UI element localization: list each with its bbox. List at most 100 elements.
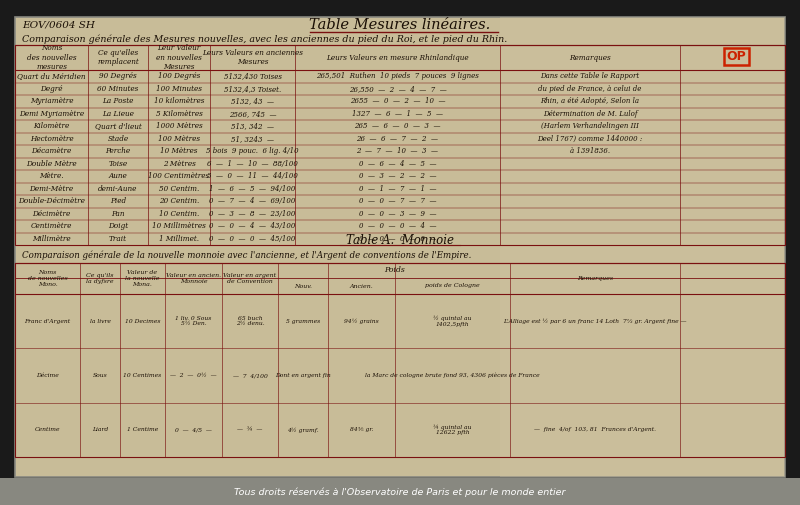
Text: Stade: Stade (107, 135, 129, 143)
Text: Myriamètre: Myriamètre (30, 97, 74, 105)
Text: 10 kilomètres: 10 kilomètres (154, 97, 204, 105)
Text: —  2  —  0½  —: — 2 — 0½ — (170, 373, 217, 378)
Text: 100 Centimètres: 100 Centimètres (148, 172, 210, 180)
Text: —  7  4/100: — 7 4/100 (233, 373, 267, 378)
Text: ½ quintal au
1402,5pfth: ½ quintal au 1402,5pfth (434, 316, 472, 327)
Text: Demi-Mètre: Demi-Mètre (30, 185, 74, 193)
Text: 20 Centim.: 20 Centim. (159, 197, 199, 205)
Text: Mètre.: Mètre. (39, 172, 64, 180)
Text: 100 Mètres: 100 Mètres (158, 135, 200, 143)
Text: 265,501  Ruthen  10 pieds  7 pouces  9 lignes: 265,501 Ruthen 10 pieds 7 pouces 9 ligne… (316, 72, 479, 80)
Text: 2 Mètres: 2 Mètres (162, 160, 195, 168)
Text: 4½ gramf.: 4½ gramf. (287, 427, 319, 432)
Text: Double Mètre: Double Mètre (26, 160, 77, 168)
Text: Table A.  Monnoie: Table A. Monnoie (346, 233, 454, 246)
Text: Hectomètre: Hectomètre (30, 135, 74, 143)
Text: Valeur en argent
de Convention: Valeur en argent de Convention (223, 273, 277, 284)
Text: 2566, 745  —: 2566, 745 — (229, 110, 276, 118)
Text: Ce qu'elles
remplacent: Ce qu'elles remplacent (97, 48, 139, 66)
Text: la livre: la livre (90, 319, 110, 324)
Text: Quart du Méridien: Quart du Méridien (18, 72, 86, 80)
Text: Deel 1767) comme 1440000 :: Deel 1767) comme 1440000 : (538, 135, 642, 143)
Text: Doigt: Doigt (108, 222, 128, 230)
Text: 100 Minutes: 100 Minutes (156, 85, 202, 93)
Text: 1 Millimet.: 1 Millimet. (159, 235, 199, 243)
Text: 0  —  3  —  2  —  2  —: 0 — 3 — 2 — 2 — (358, 172, 436, 180)
Text: Poids: Poids (384, 267, 404, 275)
Text: Tous droits réservés à l'Observatoire de Paris et pour le monde entier: Tous droits réservés à l'Observatoire de… (234, 487, 566, 497)
Text: 10 Centim.: 10 Centim. (159, 210, 199, 218)
Text: 5132,4,3 Toiset.: 5132,4,3 Toiset. (224, 85, 281, 93)
Text: Dont en argent fin: Dont en argent fin (275, 373, 331, 378)
Text: Leur Valeur
en nouvelles
Mesures: Leur Valeur en nouvelles Mesures (156, 44, 202, 71)
Text: 50 Centim.: 50 Centim. (159, 185, 199, 193)
Text: Centime: Centime (34, 427, 60, 432)
Text: Pied: Pied (110, 197, 126, 205)
Text: Décime: Décime (36, 373, 59, 378)
Text: (Harlem Verhandelingen III: (Harlem Verhandelingen III (541, 122, 639, 130)
Text: Nouv.: Nouv. (294, 283, 312, 288)
Text: Décimètre: Décimètre (32, 210, 70, 218)
Bar (0, 478, 800, 505)
Text: 10 Decimes: 10 Decimes (125, 319, 160, 324)
Text: Valeur en ancien.
Monnoie: Valeur en ancien. Monnoie (166, 273, 221, 284)
Bar (500, 17, 785, 477)
Text: poids de Cologne: poids de Cologne (425, 283, 480, 288)
Text: Rhin, a été Adopté, Selon la: Rhin, a été Adopté, Selon la (541, 97, 639, 105)
Text: 100 Degrés: 100 Degrés (158, 72, 200, 80)
Text: Remarques: Remarques (577, 276, 613, 281)
Text: Ancien.: Ancien. (350, 283, 374, 288)
Text: la Marc de cologne brute fond 93, 4306 pièces de France: la Marc de cologne brute fond 93, 4306 p… (365, 373, 540, 378)
Text: Liard: Liard (92, 427, 108, 432)
Text: 84⅘ gr.: 84⅘ gr. (350, 427, 374, 432)
Text: à 1391836.: à 1391836. (570, 147, 610, 155)
Text: Degré: Degré (40, 85, 62, 93)
Text: Noms
de nouvelles
Mono.: Noms de nouvelles Mono. (28, 270, 67, 287)
Text: 0  —  0  —  7  —  7  —: 0 — 0 — 7 — 7 — (358, 197, 436, 205)
Text: 5 bois  9 pouc.  6 lig. 4/10: 5 bois 9 pouc. 6 lig. 4/10 (206, 147, 299, 155)
Text: 0  —  7  —  4  —  69/100: 0 — 7 — 4 — 69/100 (210, 197, 296, 205)
Text: Remarques: Remarques (569, 54, 611, 62)
Text: Centimètre: Centimètre (31, 222, 72, 230)
Text: —  ¾  —: — ¾ — (238, 427, 262, 432)
Text: 60 Minutes: 60 Minutes (98, 85, 138, 93)
Text: 2  —  7  —  10  —  3  —: 2 — 7 — 10 — 3 — (357, 147, 438, 155)
Text: 0  —  3  —  8  —  23/100: 0 — 3 — 8 — 23/100 (210, 210, 296, 218)
Text: 3  —  0  —  11  —  44/100: 3 — 0 — 11 — 44/100 (207, 172, 298, 180)
Text: 1 liv. 0 Sous
5½ Den.: 1 liv. 0 Sous 5½ Den. (175, 316, 212, 326)
Text: demi-Aune: demi-Aune (98, 185, 138, 193)
Text: Leurs Valeurs en anciennes
Mesures: Leurs Valeurs en anciennes Mesures (202, 48, 303, 66)
Text: Pan: Pan (111, 210, 125, 218)
Text: L'Alliage est ½ par 6 un franc 14 Loth  7⅔ gr. Argent fine —: L'Alliage est ½ par 6 un franc 14 Loth 7… (503, 319, 686, 324)
Text: 0  —  0  —  0  —  45/100: 0 — 0 — 0 — 45/100 (210, 235, 296, 243)
Text: Quart d'lieut: Quart d'lieut (94, 122, 142, 130)
Text: —  fine  4/of  103, 81  Frances d'Argent.: — fine 4/of 103, 81 Frances d'Argent. (534, 427, 656, 432)
Text: 0  —  0  —  4  —  43/100: 0 — 0 — 4 — 43/100 (210, 222, 296, 230)
Text: 65 buch
2½ denu.: 65 buch 2½ denu. (236, 316, 264, 326)
Text: Dans cette Table le Rapport: Dans cette Table le Rapport (540, 72, 640, 80)
Text: Comparaison générale de la nouvelle monnoie avec l'ancienne, et l'Argent de conv: Comparaison générale de la nouvelle monn… (22, 250, 471, 260)
Text: La Poste: La Poste (102, 97, 134, 105)
Text: Sous: Sous (93, 373, 107, 378)
Text: Perche: Perche (106, 147, 130, 155)
Text: 94½ grains: 94½ grains (344, 319, 379, 324)
Text: Ce qu'ils
la dyfsre: Ce qu'ils la dyfsre (86, 273, 114, 284)
Text: Demi Myriamètre: Demi Myriamètre (19, 110, 84, 118)
Text: Détermination de M. Lulof: Détermination de M. Lulof (542, 110, 638, 118)
Bar (15, 45, 785, 245)
Text: 1 Centime: 1 Centime (127, 427, 158, 432)
Text: 5 Kilomètres: 5 Kilomètres (155, 110, 202, 118)
Text: 90 Degrés: 90 Degrés (99, 72, 137, 80)
Text: ¼ quintal au
12622 pfth: ¼ quintal au 12622 pfth (434, 424, 472, 435)
Text: Décamètre: Décamètre (31, 147, 72, 155)
Text: Trait: Trait (109, 235, 127, 243)
Text: Aune: Aune (109, 172, 127, 180)
Text: Franc d'Argent: Franc d'Argent (25, 319, 70, 324)
Text: 0  —  4/5  —: 0 — 4/5 — (175, 427, 212, 432)
Text: 0  —  0  —  0  —  4  —: 0 — 0 — 0 — 4 — (358, 222, 436, 230)
Text: Leurs Valeurs en mesure Rhinlandique: Leurs Valeurs en mesure Rhinlandique (326, 54, 469, 62)
Text: 6  —  1  —  10  —  88/100: 6 — 1 — 10 — 88/100 (207, 160, 298, 168)
Text: 26,550  —  2  —  4  —  7  —: 26,550 — 2 — 4 — 7 — (349, 85, 446, 93)
Text: 0  —  1  —  7  —  1  —: 0 — 1 — 7 — 1 — (358, 185, 436, 193)
Text: 10 Centimes: 10 Centimes (123, 373, 162, 378)
